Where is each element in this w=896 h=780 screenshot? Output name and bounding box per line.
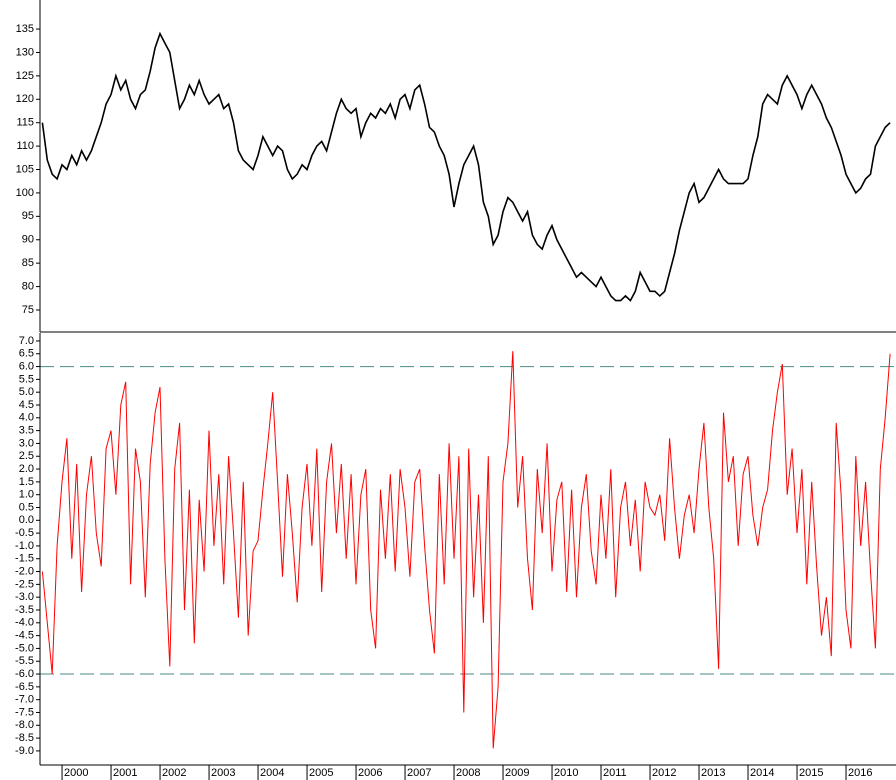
y-tick-label: 3.5: [19, 425, 34, 437]
x-tick-label: 2000: [64, 767, 88, 779]
y-tick-label: 95: [22, 210, 34, 222]
x-tick-label: 2001: [113, 767, 137, 779]
y-tick-label: 120: [16, 93, 34, 105]
y-tick-label: -6.5: [15, 681, 34, 693]
y-tick-label: 1.5: [19, 476, 34, 488]
y-tick-label: -3.0: [15, 591, 34, 603]
y-tick-label: -9.0: [15, 745, 34, 757]
x-tick-label: 2016: [848, 767, 872, 779]
y-tick-label: 0.5: [19, 501, 34, 513]
y-tick-label: 5.5: [19, 373, 34, 385]
y-tick-label: 0.0: [19, 514, 34, 526]
y-tick-label: 130: [16, 46, 34, 58]
y-tick-label: -5.0: [15, 642, 34, 654]
y-tick-label: 85: [22, 257, 34, 269]
y-tick-label: 135: [16, 23, 34, 35]
x-tick-label: 2013: [701, 767, 725, 779]
y-tick-label: -6.0: [15, 668, 34, 680]
x-tick-label: 2015: [799, 767, 823, 779]
y-tick-label: 4.5: [19, 399, 34, 411]
y-tick-label: -3.5: [15, 604, 34, 616]
x-tick-label: 2014: [750, 767, 774, 779]
y-tick-label: 115: [16, 117, 34, 129]
y-tick-label: 3.0: [19, 437, 34, 449]
y-tick-label: -1.5: [15, 553, 34, 565]
y-tick-label: 2.5: [19, 450, 34, 462]
y-tick-label: -0.5: [15, 527, 34, 539]
y-tick-label: -8.0: [15, 719, 34, 731]
x-tick-label: 2008: [456, 767, 480, 779]
y-tick-label: -4.0: [15, 617, 34, 629]
y-tick-label: 90: [22, 234, 34, 246]
x-tick-label: 2011: [603, 767, 627, 779]
y-tick-label: 6.5: [19, 348, 34, 360]
x-tick-label: 2006: [358, 767, 382, 779]
y-tick-label: -7.5: [15, 706, 34, 718]
x-tick-label: 2009: [505, 767, 529, 779]
y-tick-label: 6.0: [19, 360, 34, 372]
y-tick-label: -1.0: [15, 540, 34, 552]
data-line: [41, 351, 891, 749]
y-tick-label: 100: [16, 187, 34, 199]
y-tick-label: 125: [16, 70, 34, 82]
y-tick-label: 110: [16, 140, 34, 152]
y-tick-label: 75: [22, 304, 34, 316]
y-tick-label: 5.0: [19, 386, 34, 398]
x-tick-label: 2004: [260, 767, 284, 779]
x-tick-label: 2012: [652, 767, 676, 779]
y-tick-label: -2.0: [15, 565, 34, 577]
y-tick-label: -8.5: [15, 732, 34, 744]
x-tick-label: 2010: [554, 767, 578, 779]
data-line: [41, 31, 891, 302]
y-tick-label: 1.0: [19, 489, 34, 501]
y-tick-label: 105: [16, 163, 34, 175]
y-tick-label: 7.0: [19, 335, 34, 347]
x-tick-label: 2005: [309, 767, 333, 779]
y-tick-label: -7.0: [15, 694, 34, 706]
x-tick-label: 2007: [407, 767, 431, 779]
x-tick-label: 2003: [211, 767, 235, 779]
y-tick-label: -5.5: [15, 655, 34, 667]
y-tick-label: 80: [22, 280, 34, 292]
x-tick-label: 2002: [162, 767, 186, 779]
y-tick-label: -4.5: [15, 630, 34, 642]
y-tick-label: 2.0: [19, 463, 34, 475]
y-tick-label: -2.5: [15, 578, 34, 590]
y-tick-label: 4.0: [19, 412, 34, 424]
